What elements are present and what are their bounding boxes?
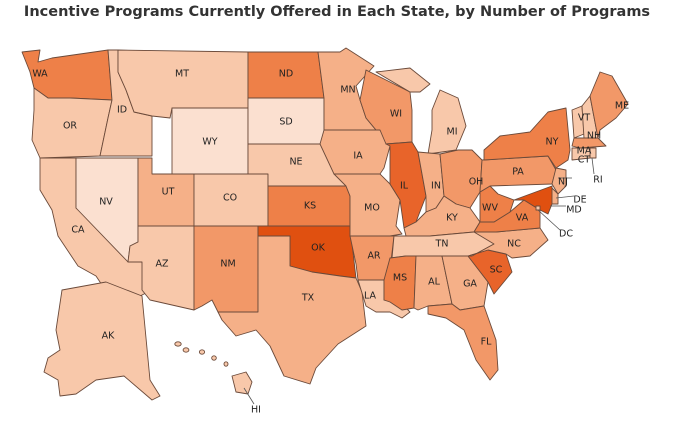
state-label-ca: CA (71, 225, 85, 236)
state-tx[interactable] (217, 235, 367, 385)
state-label-vt: VT (578, 113, 590, 124)
state-label-wy: WY (202, 137, 217, 148)
state-label-mi: MI (447, 127, 458, 138)
island-shape (198, 349, 206, 355)
island-shape (211, 355, 217, 361)
state-md[interactable] (513, 185, 553, 215)
map-title: Incentive Programs Currently Offered in … (23, 4, 651, 20)
state-dc[interactable] (535, 205, 541, 211)
state-me[interactable] (589, 71, 629, 139)
state-label-me: ME (615, 101, 629, 112)
state-label-va: VA (516, 213, 529, 224)
label-leader-lines (243, 157, 595, 405)
state-label-wv: WV (482, 203, 498, 214)
state-label-hi: HI (251, 405, 261, 416)
state-label-sc: SC (490, 265, 503, 276)
state-label-nm: NM (220, 259, 235, 270)
state-hi[interactable] (231, 371, 253, 395)
state-label-il: IL (400, 181, 409, 192)
state-labels: WA OR CA NV ID MT WY UT AZ CO NM ND SD NE KS OK TX MN IA MO… (32, 69, 629, 416)
state-ny[interactable] (483, 107, 571, 169)
state-label-id: ID (117, 105, 127, 116)
state-label-ga: GA (463, 279, 477, 290)
state-ct[interactable] (571, 147, 591, 161)
island-shape (182, 347, 190, 353)
leader-line (555, 195, 575, 199)
state-label-mn: MN (340, 85, 355, 96)
state-nj[interactable] (551, 167, 567, 195)
state-ms[interactable] (383, 255, 417, 311)
state-label-ri: RI (593, 175, 602, 186)
state-label-ok: OK (311, 243, 325, 254)
state-label-ky: KY (446, 213, 458, 224)
state-ak[interactable] (43, 281, 161, 401)
state-label-ma: MA (577, 146, 592, 157)
state-label-pa: PA (512, 167, 524, 178)
state-label-ne: NE (289, 157, 302, 168)
state-label-nh: NH (587, 131, 601, 142)
island-shape (174, 341, 182, 347)
state-label-mo: MO (364, 203, 380, 214)
state-wv[interactable] (479, 185, 515, 223)
state-label-al: AL (428, 277, 440, 288)
state-label-nj: NJ (558, 177, 568, 188)
state-ma[interactable] (571, 137, 607, 149)
leader-line (537, 209, 561, 231)
state-label-or: OR (63, 121, 77, 132)
state-label-nd: ND (279, 69, 293, 80)
state-fl[interactable] (427, 303, 499, 381)
state-label-sd: SD (279, 117, 292, 128)
state-label-dc: DC (559, 229, 573, 240)
state-label-la: LA (364, 291, 377, 302)
state-label-oh: OH (469, 177, 484, 188)
state-label-az: AZ (155, 259, 168, 270)
island-shape (223, 361, 229, 367)
state-label-tn: TN (435, 239, 449, 250)
state-mi[interactable] (375, 67, 467, 155)
state-label-ct: CT (578, 155, 591, 166)
state-label-ia: IA (353, 151, 363, 162)
state-label-ut: UT (162, 187, 175, 198)
state-label-nv: NV (99, 197, 113, 208)
state-label-de: DE (573, 195, 586, 206)
state-label-ms: MS (393, 273, 407, 284)
state-label-ks: KS (304, 201, 316, 212)
state-label-fl: FL (481, 337, 492, 348)
state-label-wi: WI (390, 109, 402, 120)
state-label-md: MD (566, 205, 582, 216)
state-label-co: CO (223, 193, 237, 204)
state-label-mt: MT (175, 69, 189, 80)
state-shapes (21, 47, 629, 401)
leader-line (591, 157, 595, 175)
state-label-wa: WA (32, 69, 48, 80)
state-label-ak: AK (102, 331, 115, 342)
state-label-ny: NY (546, 137, 559, 148)
state-label-tx: TX (301, 293, 315, 304)
leader-line (243, 387, 255, 405)
state-label-in: IN (431, 181, 441, 192)
state-mo[interactable] (333, 173, 403, 237)
state-label-ar: AR (367, 251, 380, 262)
state-label-nc: NC (507, 239, 521, 250)
